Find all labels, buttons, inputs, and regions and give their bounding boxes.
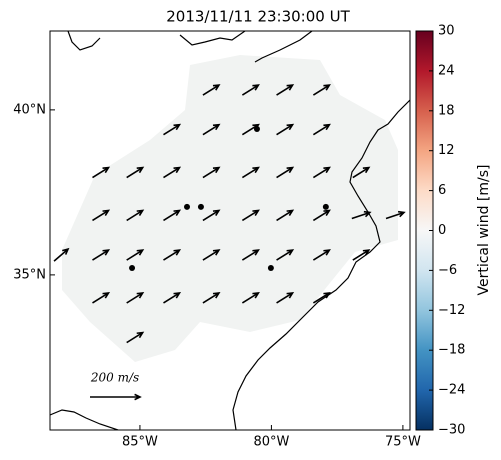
- colorbar-tick-label: −12: [438, 303, 465, 318]
- wind-arrow: [312, 123, 331, 136]
- map-area: [50, 31, 410, 430]
- y-tick-label: 35°N: [13, 267, 46, 282]
- colorbar-tick-label: −30: [438, 423, 465, 438]
- wind-arrow: [126, 249, 145, 261]
- wind-arrow: [163, 209, 182, 222]
- wind-arrow: [385, 210, 406, 220]
- wind-arrow: [276, 84, 295, 96]
- wind-arrow: [276, 292, 295, 304]
- wind-arrow: [352, 166, 371, 179]
- station: [129, 264, 136, 271]
- wind-arrow: [202, 123, 221, 136]
- wind-arrow: [312, 249, 331, 261]
- wind-arrow: [312, 292, 331, 304]
- plot-frame: [49, 30, 411, 431]
- station: [197, 203, 204, 210]
- station: [267, 264, 274, 271]
- wind-arrow: [202, 292, 221, 304]
- wind-arrow: [241, 166, 260, 179]
- wind-arrow: [126, 331, 145, 344]
- colorbar-tick-label: −6: [438, 263, 457, 278]
- wind-arrow: [202, 84, 221, 96]
- wind-arrow: [126, 166, 145, 179]
- wind-arrow: [241, 249, 260, 261]
- key-arrow: [90, 393, 142, 401]
- wind-arrow: [276, 166, 295, 179]
- colorbar-tick-label: −18: [438, 343, 465, 358]
- wind-arrow: [241, 209, 260, 222]
- wind-arrow: [202, 249, 221, 261]
- data-region: [62, 55, 398, 362]
- wind-arrow: [312, 84, 331, 96]
- wind-arrow: [352, 249, 371, 261]
- title: 2013/11/11 23:30:00 UT: [166, 8, 350, 26]
- station: [322, 203, 329, 210]
- colorbar-tick-label: 30: [438, 24, 455, 39]
- x-tick-label: 75°W: [385, 435, 421, 450]
- colorbar-tick-label: −24: [438, 383, 465, 398]
- colorbar-tick-label: 24: [438, 63, 455, 78]
- wind-arrow: [241, 84, 260, 96]
- wind-arrow: [163, 123, 182, 136]
- wind-arrow: [202, 209, 221, 222]
- wind-arrow: [92, 209, 111, 222]
- wind-arrow: [92, 292, 111, 304]
- wind-arrow: [202, 166, 221, 179]
- wind-arrow: [312, 166, 331, 179]
- key-label: 200 m/s: [90, 371, 139, 385]
- wind-arrow: [276, 209, 295, 222]
- station: [184, 203, 191, 210]
- y-tick-label: 40°N: [13, 102, 46, 117]
- x-tick-label: 85°W: [122, 435, 158, 450]
- colorbar-tick-label: 0: [438, 223, 446, 238]
- wind-arrow: [92, 249, 111, 261]
- wind-arrow: [241, 292, 260, 304]
- wind-arrow: [126, 292, 145, 304]
- colorbar-tick-label: 12: [438, 143, 455, 158]
- colorbar-label: Vertical wind [m/s]: [476, 165, 492, 296]
- wind-arrow: [163, 166, 182, 179]
- wind-arrow: [312, 209, 331, 222]
- colorbar-tick-label: 18: [438, 103, 455, 118]
- wind-arrow: [163, 249, 182, 261]
- wind-arrow: [276, 123, 295, 136]
- coastline: [50, 31, 410, 430]
- wind-arrow: [53, 247, 70, 262]
- wind-arrow: [126, 209, 145, 222]
- x-tick-label: 80°W: [253, 435, 289, 450]
- station: [253, 126, 260, 133]
- wind-arrow: [276, 249, 295, 261]
- wind-arrow: [351, 210, 372, 220]
- wind-arrow: [163, 292, 182, 304]
- wind-arrow: [92, 166, 111, 179]
- colorbar-tick-label: 6: [438, 183, 446, 198]
